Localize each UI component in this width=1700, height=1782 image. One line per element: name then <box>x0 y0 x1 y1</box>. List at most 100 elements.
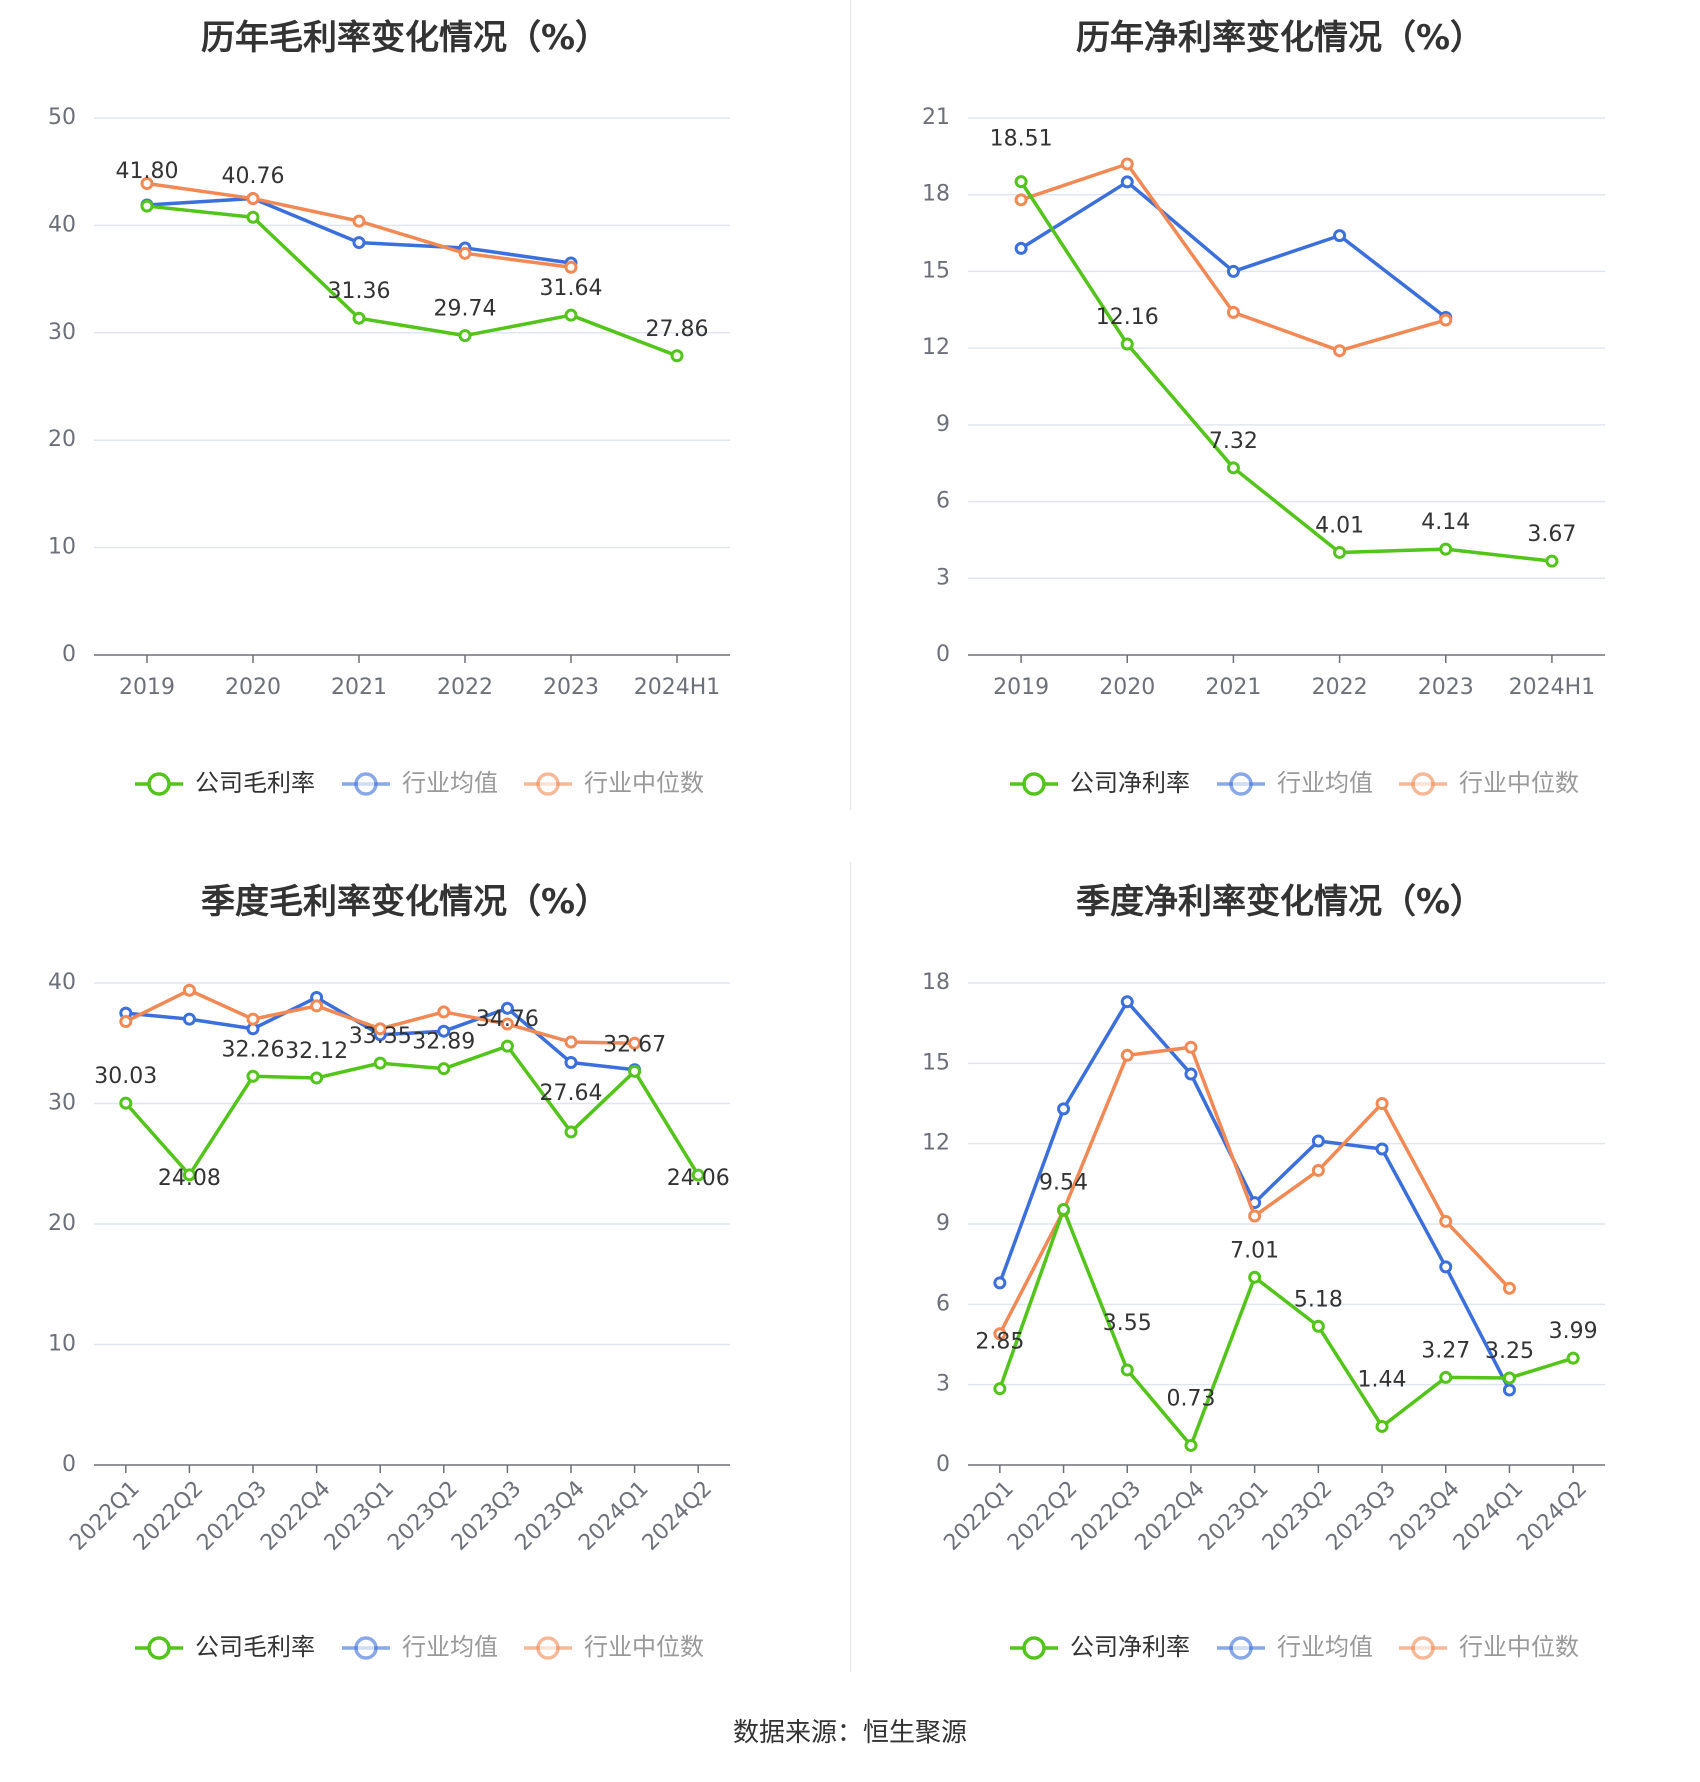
panel-divider-bottom <box>850 862 851 1672</box>
data-label: 1.44 <box>1358 1367 1407 1392</box>
data-point <box>1311 1134 1325 1148</box>
data-point <box>1057 1203 1071 1217</box>
data-point <box>1439 1260 1453 1274</box>
legend-circle-icon <box>536 772 560 796</box>
data-point <box>564 1125 578 1139</box>
data-point <box>691 1168 705 1182</box>
x-tick-label: 2023 <box>543 675 599 700</box>
panel-divider-top <box>850 0 851 810</box>
data-label: 24.08 <box>158 1166 221 1191</box>
x-tick-label: 2024Q1 <box>1449 1476 1528 1555</box>
data-label: 7.01 <box>1230 1238 1279 1263</box>
data-point <box>1120 1048 1134 1062</box>
data-point <box>458 246 472 260</box>
data-label: 3.67 <box>1527 522 1576 547</box>
data-point <box>1120 1363 1134 1377</box>
data-label: 18.51 <box>990 127 1053 152</box>
legend-label: 行业均值 <box>402 769 498 797</box>
chart-panel-1: 历年毛利率变化情况（%） 0 10 20 30 40 50 2019 2020 2021 2022 2… <box>48 18 730 797</box>
legend-circle-icon <box>1229 1636 1253 1660</box>
chart-title: 季度毛利率变化情况（%） <box>201 882 609 922</box>
data-point <box>140 177 154 191</box>
series-line <box>1020 162 1447 353</box>
y-tick-label: 40 <box>48 212 76 237</box>
data-point <box>1014 175 1028 189</box>
y-tick-label: 3 <box>936 1372 950 1397</box>
chart-title: 历年毛利率变化情况（%） <box>201 18 609 58</box>
data-point <box>119 1015 133 1029</box>
data-point <box>1333 545 1347 559</box>
x-tick-label: 2022Q2 <box>129 1476 208 1555</box>
data-point <box>182 983 196 997</box>
data-point <box>628 1036 642 1050</box>
y-tick-label: 9 <box>936 412 950 437</box>
data-label: 34.76 <box>476 1007 539 1032</box>
data-point <box>246 210 260 224</box>
data-point <box>564 308 578 322</box>
legend-label: 行业中位数 <box>584 1633 704 1661</box>
data-label: 29.74 <box>434 297 497 322</box>
series-line <box>146 196 572 265</box>
data-label: 40.76 <box>222 164 285 189</box>
x-tick-label: 2023Q3 <box>447 1476 526 1555</box>
data-label: 30.03 <box>94 1064 157 1089</box>
data-point <box>1439 542 1453 556</box>
data-point <box>564 1035 578 1049</box>
x-tick-label: 2024Q2 <box>638 1476 717 1555</box>
x-tick-label: 2020 <box>1099 675 1155 700</box>
legend-label: 行业均值 <box>1277 769 1373 797</box>
data-point <box>993 1327 1007 1341</box>
data-point <box>500 1017 514 1031</box>
x-tick-label: 2024H1 <box>1509 675 1596 700</box>
data-label: 3.27 <box>1421 1338 1470 1363</box>
legend-label: 行业中位数 <box>1459 769 1579 797</box>
data-point <box>182 1168 196 1182</box>
data-point <box>1226 461 1240 475</box>
legend-circle-icon <box>1411 772 1435 796</box>
y-tick-label: 9 <box>936 1211 950 1236</box>
data-label: 27.64 <box>540 1081 603 1106</box>
x-tick-label: 2019 <box>119 675 175 700</box>
legend-label: 公司毛利率 <box>195 1633 315 1661</box>
data-point <box>119 1096 133 1110</box>
data-label: 32.26 <box>222 1037 285 1062</box>
legend-circle-icon <box>1022 1636 1046 1660</box>
legend-circle-icon <box>1411 1636 1435 1660</box>
data-label: 41.80 <box>116 159 179 184</box>
x-tick-label: 2019 <box>993 675 1049 700</box>
x-tick-label: 2023Q2 <box>383 1476 462 1555</box>
data-point <box>1248 1270 1262 1284</box>
data-point <box>352 236 366 250</box>
legend-circle-icon <box>354 1636 378 1660</box>
data-point <box>352 214 366 228</box>
data-label: 3.25 <box>1485 1339 1534 1364</box>
x-tick-label: 2022Q1 <box>65 1476 144 1555</box>
data-point <box>310 999 324 1013</box>
data-point <box>1375 1142 1389 1156</box>
x-tick-label: 2022Q4 <box>256 1476 335 1555</box>
x-tick-label: 2022Q3 <box>193 1476 272 1555</box>
data-point <box>1439 313 1453 327</box>
x-tick-label: 2022 <box>1312 675 1368 700</box>
data-source-footer: 数据来源：恒生聚源 <box>732 1718 967 1748</box>
legend-circle-icon <box>147 1636 171 1660</box>
data-point <box>1184 1438 1198 1452</box>
data-point <box>1545 554 1559 568</box>
legend-item: 行业均值 <box>342 1633 498 1661</box>
x-tick-label: 2023Q4 <box>1385 1476 1464 1555</box>
x-tick-label: 2022 <box>437 675 493 700</box>
series-line <box>1020 180 1447 319</box>
data-point <box>1014 241 1028 255</box>
legend-circle-icon <box>536 1636 560 1660</box>
data-point <box>458 329 472 343</box>
y-tick-label: 3 <box>936 565 950 590</box>
legend-item: 行业均值 <box>1217 769 1373 797</box>
legend-item: 公司毛利率 <box>135 769 315 797</box>
data-point <box>1226 305 1240 319</box>
y-tick-label: 10 <box>48 1332 76 1357</box>
x-tick-label: 2024Q1 <box>574 1476 653 1555</box>
x-tick-label: 2020 <box>225 675 281 700</box>
data-point <box>1226 264 1240 278</box>
data-point <box>1120 995 1134 1009</box>
